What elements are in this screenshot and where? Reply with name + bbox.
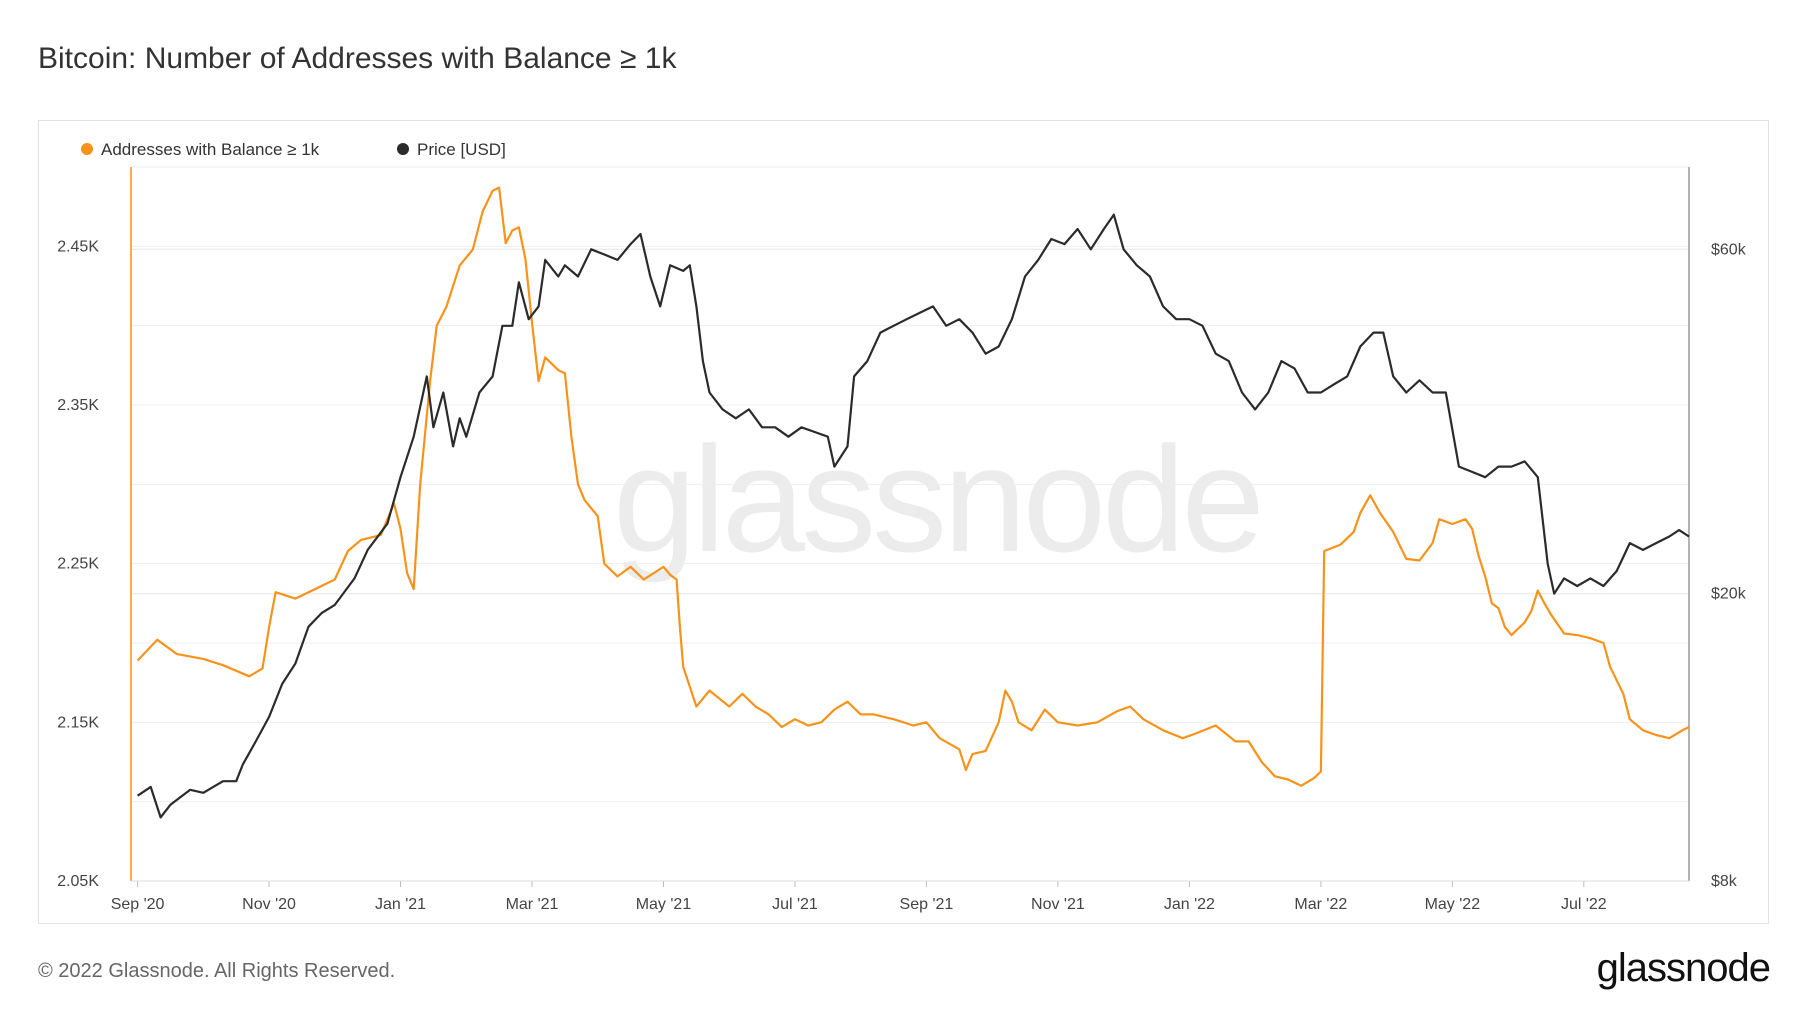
- left-tick-label: 2.05K: [57, 873, 99, 890]
- series-line-price: [136, 213, 1690, 819]
- legend-item-price[interactable]: Price [USD]: [397, 140, 506, 159]
- right-axis: $8k $20k $60k: [1711, 241, 1747, 890]
- page-title: Bitcoin: Number of Addresses with Balanc…: [38, 42, 677, 75]
- left-axis: 2.05K 2.15K 2.25K 2.35K 2.45K: [57, 238, 99, 890]
- left-tick-label: 2.25K: [57, 556, 99, 573]
- legend-marker-price: [397, 143, 409, 155]
- left-tick-label: 2.45K: [57, 238, 99, 255]
- x-tick-label: May '21: [636, 896, 692, 913]
- x-tick-label: Mar '21: [506, 896, 559, 913]
- x-axis: Sep '20 Nov '20 Jan '21 Mar '21 May '21 Jul '…: [111, 881, 1607, 913]
- footer-copyright: © 2022 Glassnode. All Rights Reserved.: [38, 960, 396, 982]
- legend-label-price: Price [USD]: [417, 140, 506, 159]
- x-tick-label: Jan '22: [1164, 896, 1215, 913]
- x-tick-label: May '22: [1425, 896, 1481, 913]
- x-tick-label: Jul '22: [1561, 896, 1607, 913]
- x-tick-label: Jan '21: [375, 896, 426, 913]
- legend-marker-addresses: [81, 143, 93, 155]
- legend-label-addresses: Addresses with Balance ≥ 1k: [101, 140, 320, 159]
- right-tick-label: $20k: [1711, 586, 1747, 603]
- right-tick-label: $60k: [1711, 241, 1747, 258]
- legend-item-addresses[interactable]: Addresses with Balance ≥ 1k: [81, 140, 320, 159]
- x-tick-label: Jul '21: [772, 896, 818, 913]
- watermark: glassnode: [613, 415, 1261, 583]
- x-tick-label: Sep '21: [900, 896, 954, 913]
- x-tick-label: Nov '21: [1031, 896, 1085, 913]
- chart-container: glassnode 2.05K 2.15K 2.25K 2.35K 2.45K $8k $…: [38, 120, 1769, 924]
- left-tick-label: 2.35K: [57, 397, 99, 414]
- x-tick-label: Nov '20: [242, 896, 296, 913]
- glassnode-logo[interactable]: glassnode: [1596, 946, 1771, 990]
- legend: Addresses with Balance ≥ 1k Price [USD]: [81, 140, 506, 159]
- right-tick-label: $8k: [1711, 873, 1738, 890]
- series-line-addresses: [136, 186, 1690, 787]
- x-tick-label: Sep '20: [111, 896, 165, 913]
- x-tick-label: Mar '22: [1294, 896, 1347, 913]
- left-tick-label: 2.15K: [57, 714, 99, 731]
